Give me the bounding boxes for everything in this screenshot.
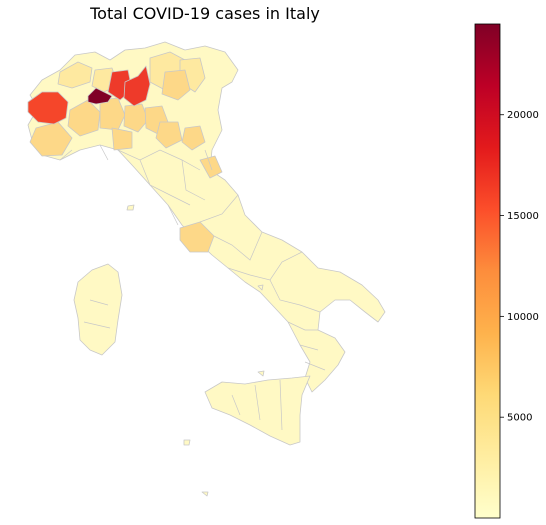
colorbar-tick-label: 20000 — [507, 110, 539, 121]
colorbar-tick-label: 15000 — [507, 211, 539, 222]
colorbar-tick-label: 10000 — [507, 312, 539, 323]
colorbar-tick-label: 5000 — [507, 413, 532, 424]
colorbar-gradient — [475, 24, 500, 518]
colorbar-ticks: 5000 10000 15000 20000 — [500, 110, 539, 423]
